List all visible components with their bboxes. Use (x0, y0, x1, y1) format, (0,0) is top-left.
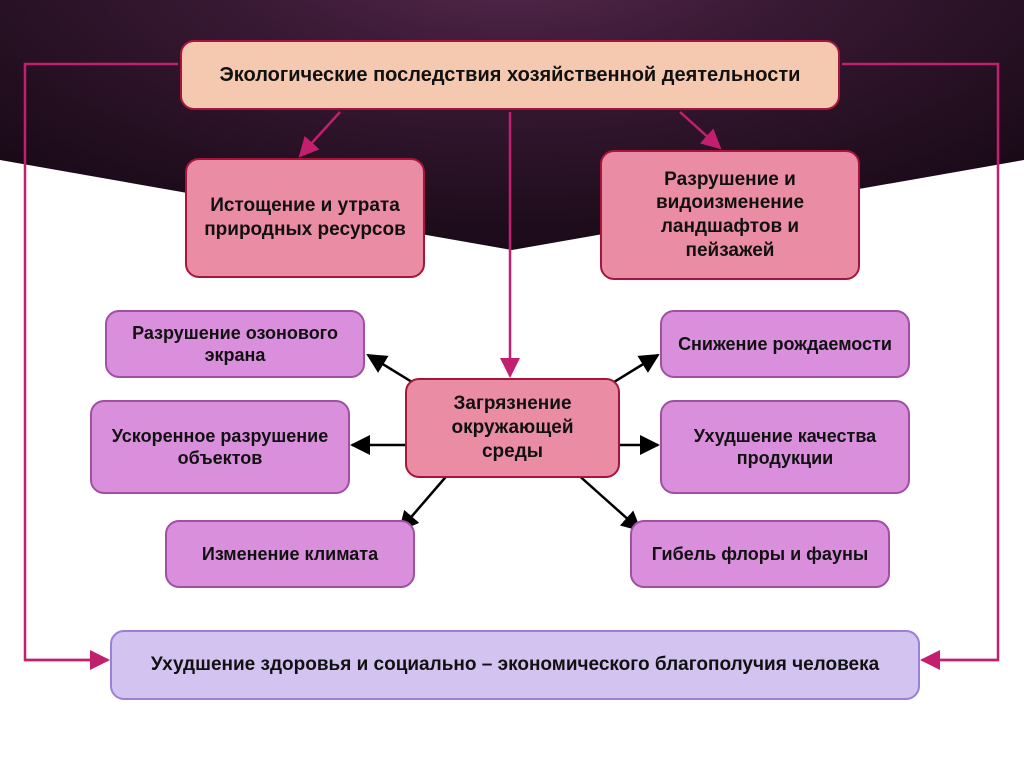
node-birthrate: Снижение рождаемости (660, 310, 910, 378)
node-resources-depletion: Истощение и утрата природных ресурсов (185, 158, 425, 278)
node-objects: Ускоренное разрушение объектов (90, 400, 350, 494)
node-climate: Изменение климата (165, 520, 415, 588)
node-environment-pollution: Загрязнение окружающей среды (405, 378, 620, 478)
node-label: Разрушение озонового экрана (121, 322, 349, 367)
node-health-wellbeing: Ухудшение здоровья и социально – экономи… (110, 630, 920, 700)
banner-background (0, 0, 1024, 250)
node-landscapes-destruction: Разрушение и видоизменение ландшафтов и … (600, 150, 860, 280)
node-label: Загрязнение окружающей среды (421, 392, 604, 463)
node-label: Ускоренное разрушение объектов (106, 425, 334, 470)
title-box: Экологические последствия хозяйственной … (180, 40, 840, 110)
node-label: Снижение рождаемости (678, 333, 892, 356)
node-label: Гибель флоры и фауны (652, 543, 868, 566)
node-label: Разрушение и видоизменение ландшафтов и … (616, 168, 844, 263)
node-ozone: Разрушение озонового экрана (105, 310, 365, 378)
node-label: Ухудшение качества продукции (676, 425, 894, 470)
node-label: Ухудшение здоровья и социально – экономи… (151, 653, 879, 677)
node-label: Истощение и утрата природных ресурсов (201, 194, 409, 242)
title-text: Экологические последствия хозяйственной … (220, 63, 801, 88)
node-label: Изменение климата (202, 543, 378, 566)
node-quality: Ухудшение качества продукции (660, 400, 910, 494)
node-flora-fauna: Гибель флоры и фауны (630, 520, 890, 588)
